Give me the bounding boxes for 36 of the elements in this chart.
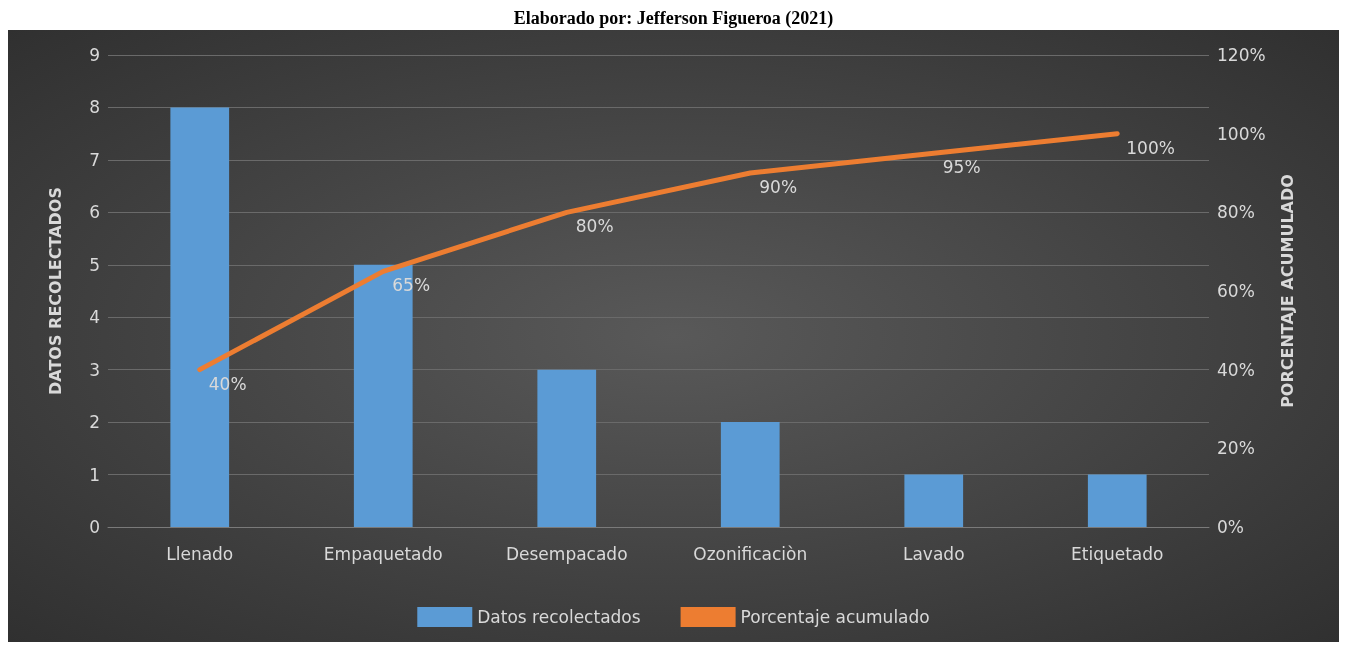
x-tick-label: Etiquetado bbox=[1071, 543, 1164, 564]
y2-axis-title: PORCENTAJE ACUMULADO bbox=[1277, 174, 1297, 408]
bar bbox=[904, 474, 964, 527]
x-tick-label: Desempacado bbox=[505, 543, 628, 564]
bar bbox=[720, 422, 780, 527]
y2-tick-label: 40% bbox=[1217, 359, 1255, 380]
bar bbox=[537, 369, 597, 527]
x-tick-label: Llenado bbox=[166, 543, 234, 564]
legend-label: Datos recolectados bbox=[477, 607, 641, 627]
y-tick-label: 7 bbox=[89, 149, 100, 170]
x-tick-label: Ozonificaciòn bbox=[693, 543, 808, 564]
y-axis-title: DATOS RECOLECTADOS bbox=[45, 187, 65, 395]
y2-tick-label: 20% bbox=[1217, 438, 1255, 459]
y-tick-label: 1 bbox=[89, 464, 100, 485]
bar bbox=[1087, 474, 1147, 527]
x-tick-label: Lavado bbox=[902, 543, 965, 564]
y-tick-label: 6 bbox=[89, 202, 100, 223]
y-tick-label: 5 bbox=[89, 254, 100, 275]
text: Elaborado por: Jefferson Figueroa (2021) bbox=[512, 8, 835, 30]
y-tick-label: 9 bbox=[89, 45, 100, 65]
data-label: 100% bbox=[1126, 137, 1175, 158]
y2-tick-label: 0% bbox=[1217, 517, 1244, 537]
y-tick-label: 8 bbox=[89, 97, 100, 118]
data-label: 95% bbox=[942, 157, 981, 178]
y2-tick-label: 80% bbox=[1217, 202, 1255, 223]
data-label: 80% bbox=[575, 216, 614, 237]
y-tick-label: 4 bbox=[89, 307, 100, 328]
data-label: 90% bbox=[759, 177, 798, 197]
x-tick-label: Empaquetado bbox=[323, 543, 443, 564]
y2-tick-label: 60% bbox=[1217, 281, 1255, 301]
y2-tick-label: 120% bbox=[1217, 45, 1266, 65]
y-tick-label: 2 bbox=[89, 412, 100, 433]
legend-label: Porcentaje acumulado bbox=[740, 607, 930, 627]
y2-tick-label: 100% bbox=[1217, 123, 1266, 144]
y-tick-label: 3 bbox=[89, 359, 100, 380]
y-tick-label: 0 bbox=[89, 517, 100, 537]
